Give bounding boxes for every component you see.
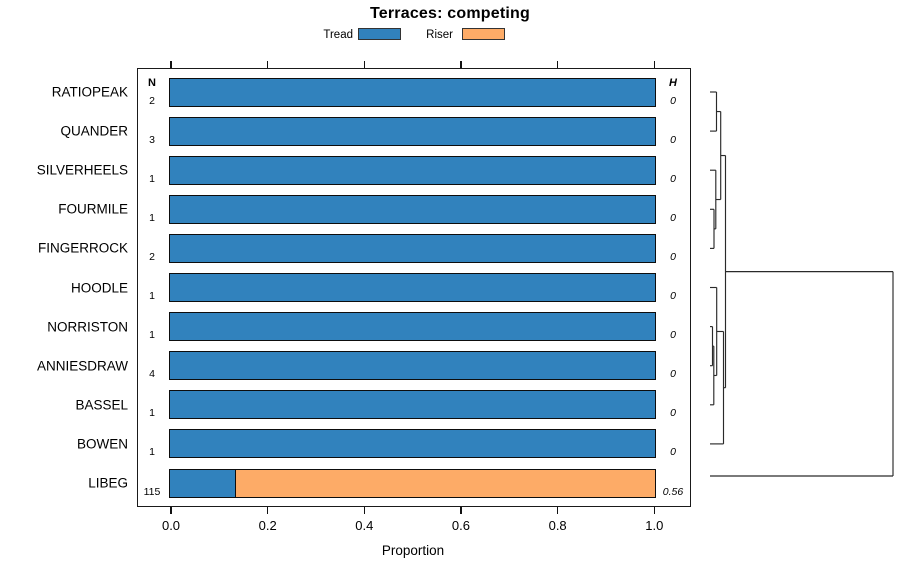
axis-tick bbox=[557, 61, 559, 68]
h-value: 0 bbox=[670, 133, 676, 146]
axis-tick-label: 0.6 bbox=[451, 518, 471, 533]
h-value: 0 bbox=[670, 94, 676, 107]
h-column-header: H bbox=[669, 77, 677, 89]
n-value: 1 bbox=[149, 329, 155, 342]
axis-tick-label: 0.0 bbox=[161, 518, 181, 533]
axis-tick-label: 1.0 bbox=[645, 518, 664, 533]
axis-tick bbox=[653, 507, 655, 514]
h-value: 0 bbox=[670, 446, 676, 459]
riser-segment bbox=[234, 469, 656, 497]
axis-tick bbox=[170, 507, 172, 514]
n-value: 2 bbox=[149, 250, 155, 263]
stacked-bar bbox=[169, 273, 657, 302]
h-value: 0 bbox=[670, 368, 676, 381]
category-label: LIBEG bbox=[88, 475, 128, 491]
n-value: 1 bbox=[149, 407, 155, 420]
n-value: 115 bbox=[143, 485, 161, 498]
n-column-header: N bbox=[148, 77, 156, 89]
legend-label-riser: Riser bbox=[426, 29, 453, 41]
chart-title: Terraces: competing bbox=[370, 5, 530, 22]
axis-tick bbox=[653, 61, 655, 68]
n-value: 4 bbox=[149, 368, 155, 381]
axis-tick-label: 0.4 bbox=[355, 518, 374, 533]
legend-label-tread: Tread bbox=[323, 29, 353, 41]
h-value: 0 bbox=[670, 250, 676, 263]
n-value: 3 bbox=[149, 133, 155, 146]
h-value: 0 bbox=[670, 407, 676, 420]
n-value: 1 bbox=[149, 290, 155, 302]
axis-tick bbox=[170, 61, 172, 68]
h-value: 0 bbox=[670, 290, 676, 302]
legend-swatch-riser bbox=[462, 28, 505, 40]
category-label: ANNIESDRAW bbox=[36, 358, 128, 374]
axis-tick bbox=[267, 61, 269, 68]
n-value: 2 bbox=[149, 94, 155, 107]
stacked-bar bbox=[169, 77, 657, 107]
category-label: NORRISTON bbox=[47, 319, 128, 335]
stacked-bar bbox=[169, 312, 657, 342]
category-label: QUANDER bbox=[60, 123, 128, 139]
stacked-bar bbox=[169, 233, 657, 263]
h-value: 0 bbox=[670, 211, 676, 224]
stacked-bar bbox=[169, 429, 657, 459]
axis-tick bbox=[460, 507, 462, 514]
category-label: BASSEL bbox=[75, 397, 128, 413]
category-label: FOURMILE bbox=[58, 201, 128, 217]
n-value: 1 bbox=[149, 172, 155, 185]
stacked-bar bbox=[169, 116, 657, 146]
category-label: SILVERHEELS bbox=[36, 162, 128, 178]
stacked-bar bbox=[169, 155, 657, 185]
n-value: 1 bbox=[149, 211, 155, 224]
h-value: 0 bbox=[670, 172, 676, 185]
category-label: HOODLE bbox=[70, 280, 128, 295]
axis-tick bbox=[267, 507, 269, 514]
axis-tick-label: 0.2 bbox=[258, 518, 277, 533]
n-value: 1 bbox=[149, 446, 155, 459]
plot-area bbox=[137, 68, 691, 507]
category-label: FINGERROCK bbox=[37, 240, 128, 256]
axis-tick bbox=[363, 507, 365, 514]
stacked-bar bbox=[169, 194, 657, 224]
axis-tick bbox=[363, 61, 365, 68]
axis-tick-label: 0.8 bbox=[548, 518, 567, 533]
axis-tick bbox=[557, 507, 559, 514]
x-axis-title: Proportion bbox=[381, 543, 445, 558]
stacked-bar bbox=[169, 390, 657, 420]
h-value: 0 bbox=[670, 329, 676, 342]
h-value: 0.56 bbox=[662, 485, 684, 498]
stacked-bar bbox=[169, 351, 657, 381]
axis-tick bbox=[460, 61, 462, 68]
stacked-bar bbox=[169, 468, 657, 498]
category-label: RATIOPEAK bbox=[51, 84, 128, 100]
legend-swatch-tread bbox=[358, 28, 401, 40]
category-label: BOWEN bbox=[76, 436, 128, 452]
